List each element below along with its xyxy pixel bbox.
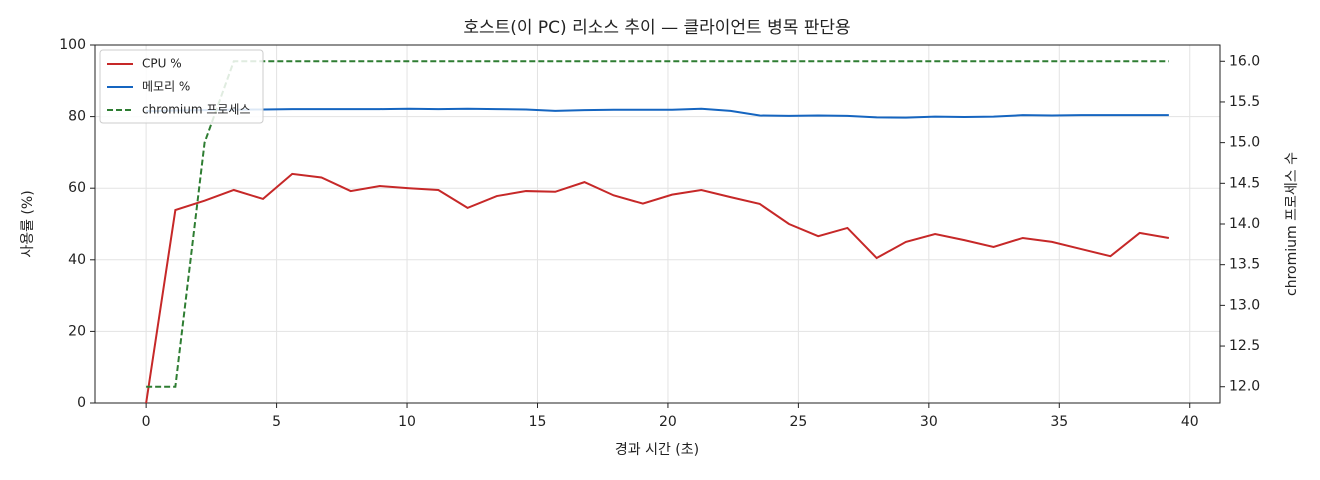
x-tick-label: 15 xyxy=(529,414,547,430)
y-tick-label: 0 xyxy=(77,395,86,411)
y-tick-label: 100 xyxy=(59,37,86,53)
x-tick-label: 40 xyxy=(1181,414,1199,430)
legend-label: CPU % xyxy=(142,57,182,71)
y2-tick-label: 14.5 xyxy=(1229,175,1260,191)
x-tick-label: 30 xyxy=(920,414,938,430)
legend-box xyxy=(99,49,264,124)
y2-tick-label: 13.0 xyxy=(1229,297,1260,313)
x-tick-label: 35 xyxy=(1050,414,1068,430)
x-tick-label: 25 xyxy=(789,414,807,430)
legend-label: 메모리 % xyxy=(142,80,190,94)
y2-tick-label: 15.0 xyxy=(1229,135,1260,151)
y2-tick-label: 12.5 xyxy=(1229,338,1260,354)
series-line xyxy=(146,60,1169,388)
y-tick-label: 40 xyxy=(68,252,86,268)
chart-title: 호스트(이 PC) 리소스 추이 — 클라이언트 병목 판단용 xyxy=(463,18,850,38)
y2-tick-label: 14.0 xyxy=(1229,216,1260,232)
series-line xyxy=(145,172,1170,404)
y-tick-label: 20 xyxy=(68,323,86,339)
y2-tick-label: 12.0 xyxy=(1229,379,1260,395)
series-line xyxy=(146,107,1169,119)
y-tick-label: 80 xyxy=(68,109,86,125)
plot-frame xyxy=(94,44,1221,404)
y2-axis-label: chromium 프로세스 수 xyxy=(1284,152,1300,296)
y2-tick-label: 13.5 xyxy=(1229,257,1260,273)
x-tick-label: 5 xyxy=(272,414,281,430)
y-tick-label: 60 xyxy=(68,180,86,196)
y-axis-label: 사용률 (%) xyxy=(20,190,36,257)
x-tick-label: 10 xyxy=(398,414,416,430)
y2-tick-label: 15.5 xyxy=(1229,94,1260,110)
x-axis-label: 경과 시간 (초) xyxy=(615,442,699,458)
y2-tick-label: 16.0 xyxy=(1229,53,1260,69)
legend-label: chromium 프로세스 xyxy=(142,103,251,117)
x-tick-label: 0 xyxy=(142,414,151,430)
x-tick-label: 20 xyxy=(659,414,677,430)
